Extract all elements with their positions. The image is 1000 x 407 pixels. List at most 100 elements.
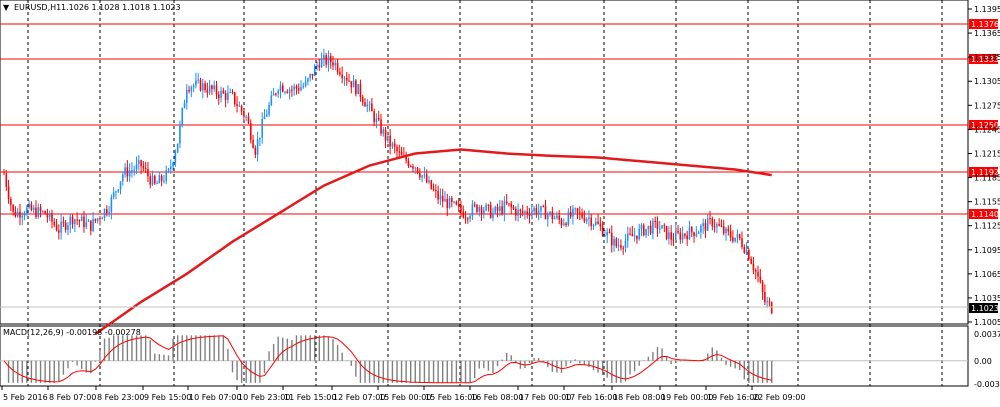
time-tick-label: 15 Feb 00:00 xyxy=(379,393,431,402)
candle-body xyxy=(492,212,494,218)
current-price-box xyxy=(969,303,998,313)
candle-body xyxy=(167,169,170,171)
candle-body xyxy=(743,247,746,253)
price-tick-label: 1.1035 xyxy=(974,294,1000,303)
candle-body xyxy=(437,190,439,200)
candle-body xyxy=(5,173,8,187)
candle-body xyxy=(633,235,636,237)
candle-body xyxy=(71,216,74,225)
candle-body xyxy=(382,129,385,134)
candle-body xyxy=(323,55,325,59)
price-tick-label: 1.1155 xyxy=(974,198,1000,207)
candle-body xyxy=(357,84,359,95)
candle-body xyxy=(686,235,688,240)
horizontal-levels[interactable]: 1.1376 1.1333 1.1250 1.1192 1.1140 xyxy=(0,19,999,219)
candle-body xyxy=(544,206,547,220)
candle-body xyxy=(489,204,492,218)
candle-body xyxy=(279,85,282,91)
candle-body xyxy=(428,180,430,183)
candle-body xyxy=(110,197,113,212)
candle-body xyxy=(313,66,316,76)
candle-body xyxy=(233,92,236,104)
candle-body xyxy=(560,219,563,226)
candle-body xyxy=(295,86,298,89)
candle-body xyxy=(197,79,200,81)
time-tick-label: 17 Feb 16:00 xyxy=(565,393,617,402)
candle-body xyxy=(624,240,627,248)
price-tick-label: 1.1215 xyxy=(974,149,1000,158)
dropdown-icon[interactable]: ▼ xyxy=(3,3,10,12)
price-axis[interactable]: 1.13951.13651.13351.13051.12751.12451.12… xyxy=(968,5,1000,327)
candle-body xyxy=(55,224,58,231)
candle-body xyxy=(672,239,675,241)
macd-signal-line xyxy=(3,335,772,384)
candle-body xyxy=(60,221,62,233)
candle-body xyxy=(124,167,126,175)
candle-body xyxy=(115,191,117,193)
candle-body xyxy=(140,160,142,167)
price-tick-label: 1.1005 xyxy=(974,318,1000,327)
candle-body xyxy=(665,226,668,239)
candle-body xyxy=(720,225,723,227)
price-tick-label: 1.1305 xyxy=(974,77,1000,86)
candle-body xyxy=(670,232,672,240)
candle-body xyxy=(594,221,597,225)
candle-body xyxy=(681,233,684,240)
candle-body xyxy=(654,220,656,222)
candle-body xyxy=(581,212,583,218)
candle-body xyxy=(106,209,108,214)
candle-body xyxy=(679,232,682,240)
candle-body xyxy=(261,119,263,138)
candle-body xyxy=(222,90,225,94)
candle-body xyxy=(307,78,309,82)
candle-body xyxy=(556,215,558,218)
candle-body xyxy=(549,211,551,215)
candle-body xyxy=(391,143,394,147)
candle-body xyxy=(339,71,341,75)
time-tick-label: 18 Feb 08:00 xyxy=(613,393,665,402)
candle-body xyxy=(80,216,83,222)
candle-body xyxy=(713,226,716,228)
candle-body xyxy=(188,90,190,92)
candle-body xyxy=(254,147,257,155)
candle-body xyxy=(19,211,21,218)
candle-body xyxy=(320,58,323,68)
candle-body xyxy=(268,104,270,115)
candle-body xyxy=(332,62,334,66)
candle-body xyxy=(204,83,206,91)
candle-body xyxy=(716,224,718,227)
candle-body xyxy=(64,222,67,230)
level-label-box xyxy=(969,54,998,64)
candle-body xyxy=(469,215,471,219)
candle-body xyxy=(179,124,181,144)
candle-body xyxy=(366,104,369,107)
candle-body xyxy=(37,207,40,218)
macd-axis[interactable]: 0.00371 0.00 -0.00321 xyxy=(974,330,1000,389)
candle-body xyxy=(14,211,17,217)
macd-histogram xyxy=(0,335,968,383)
candle-body xyxy=(421,175,423,178)
candle-body xyxy=(69,216,72,226)
candle-body xyxy=(622,247,624,249)
candle-body xyxy=(327,55,330,65)
candle-body xyxy=(526,211,529,215)
candle-body xyxy=(700,226,702,233)
candle-body xyxy=(505,201,508,204)
candle-body xyxy=(453,201,455,203)
candle-body xyxy=(352,80,355,88)
candle-body xyxy=(229,91,232,93)
candle-body xyxy=(467,218,469,220)
candle-body xyxy=(537,211,540,215)
candle-body xyxy=(286,91,289,93)
level-label: 1.1333 xyxy=(971,55,999,64)
main-chart-frame[interactable] xyxy=(0,0,969,325)
time-axis[interactable]: 5 Feb 2016 8 Feb 07:00 8 Feb 23:00 9 Feb 15… xyxy=(1,386,805,402)
candle-body xyxy=(480,206,483,214)
candle-body xyxy=(608,232,611,234)
candle-body xyxy=(334,62,337,66)
candle-body xyxy=(519,209,522,212)
candle-body xyxy=(446,198,449,209)
candle-body xyxy=(441,195,444,202)
candle-body xyxy=(396,146,398,152)
